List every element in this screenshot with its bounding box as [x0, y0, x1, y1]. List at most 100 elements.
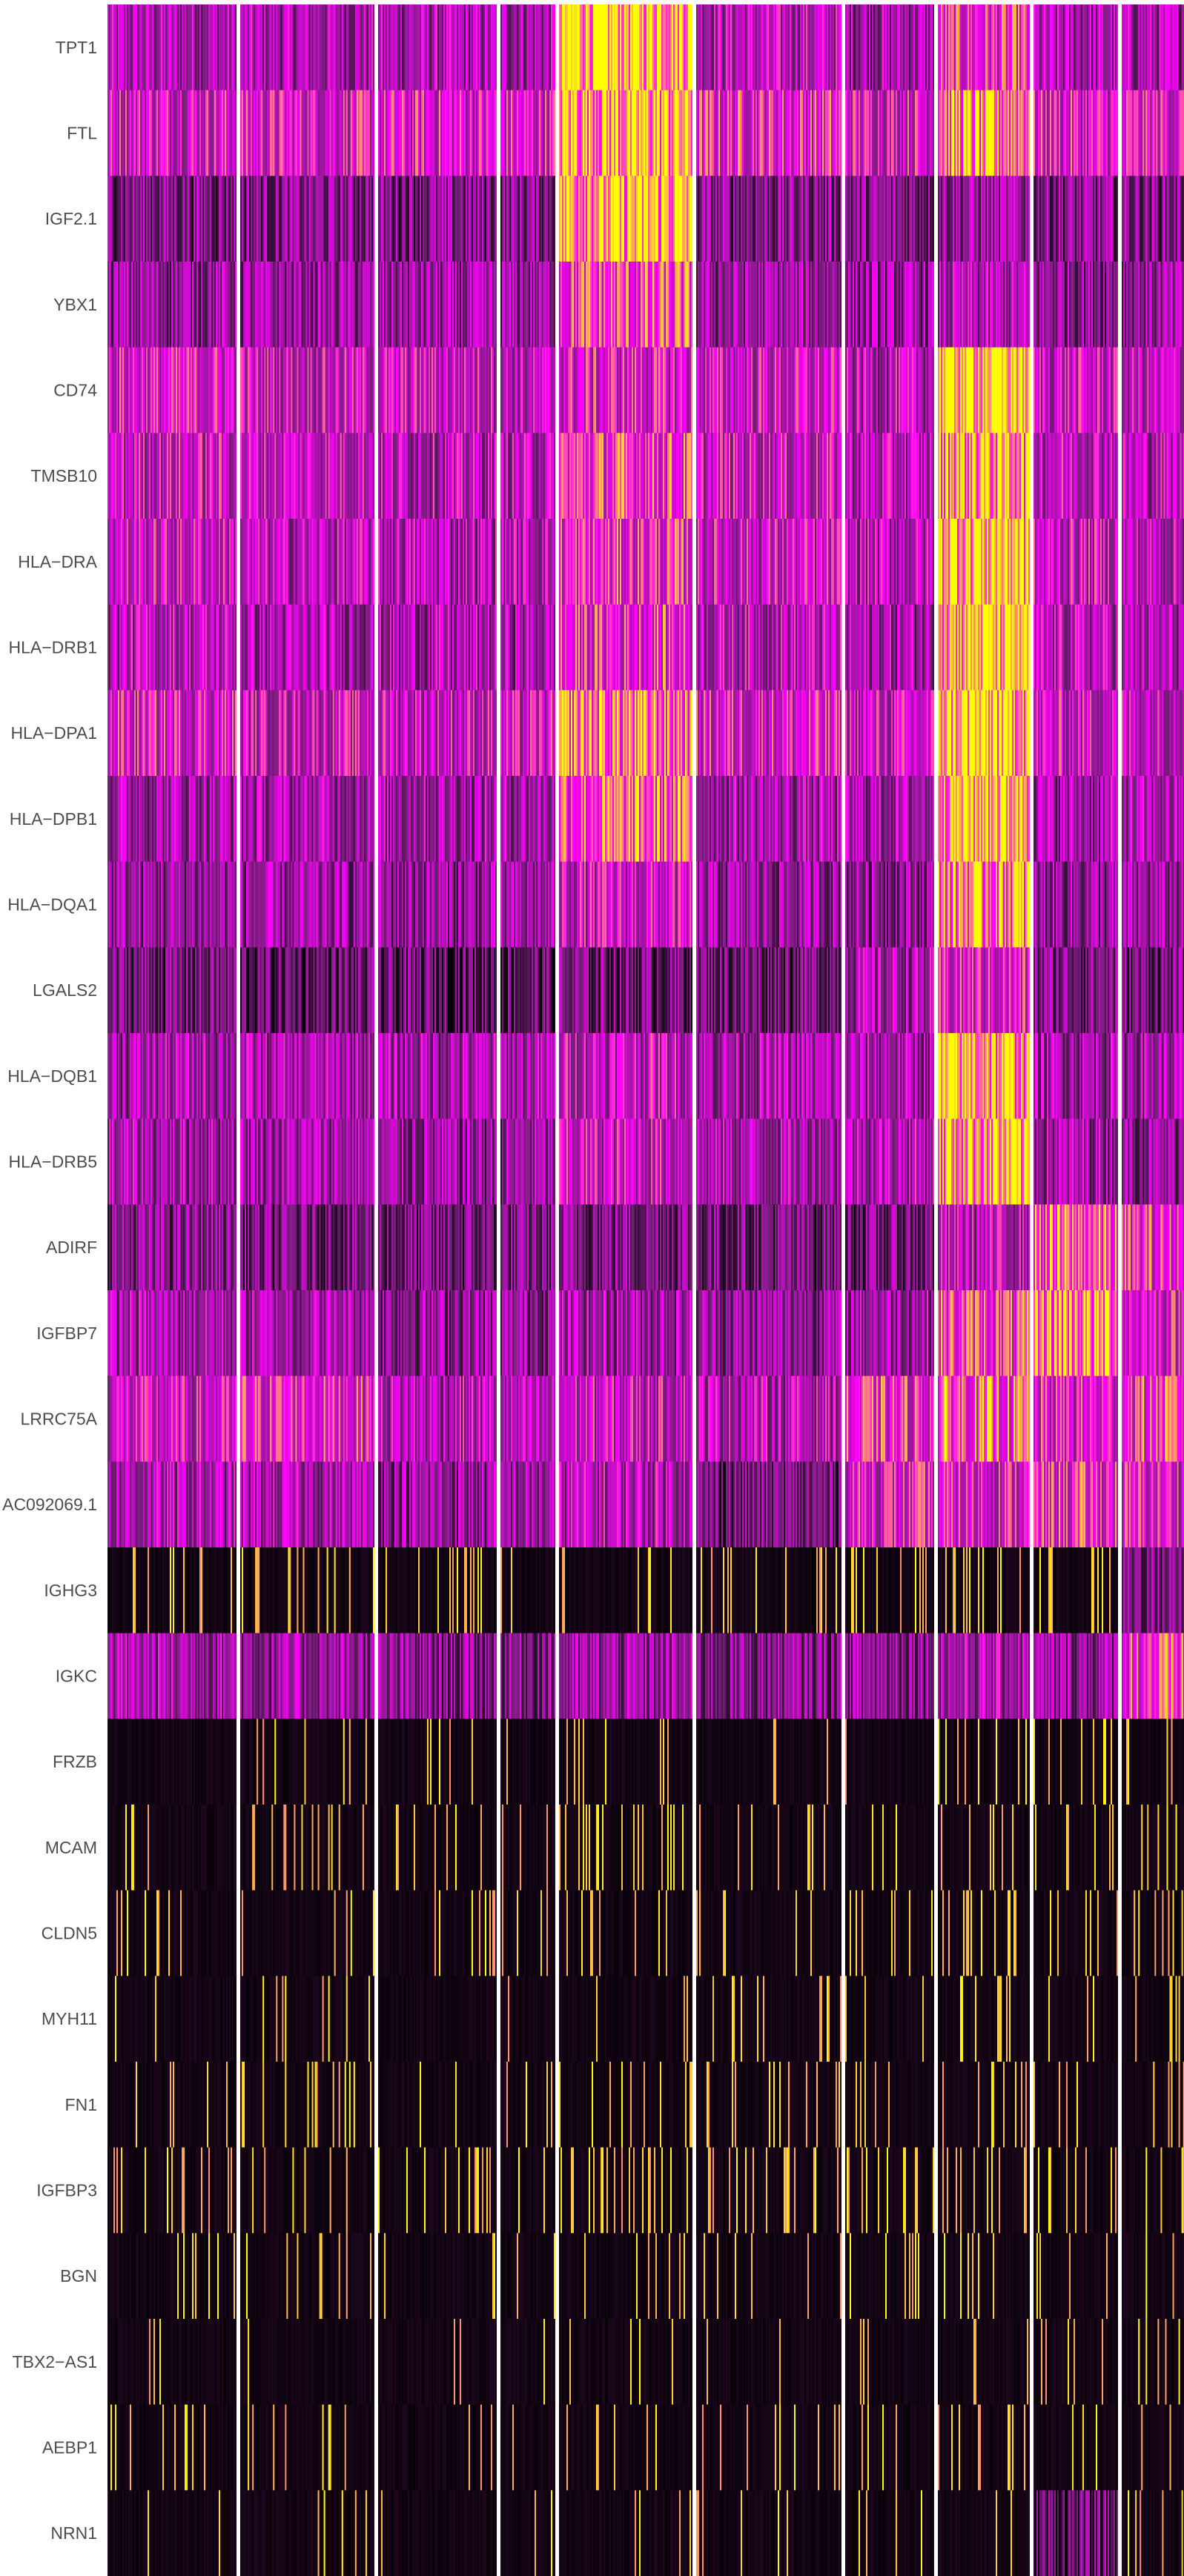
heatmap-cell [112, 176, 114, 262]
heatmap-cell [423, 90, 425, 176]
heatmap-cell [153, 90, 156, 176]
heatmap-cell [609, 347, 612, 434]
heatmap-cell [999, 176, 1001, 262]
heatmap-cell [505, 176, 507, 262]
heatmap-cell [735, 4, 737, 91]
heatmap-cell [121, 4, 123, 91]
heatmap-cell [574, 347, 576, 434]
heatmap-cell [403, 433, 406, 519]
heatmap-cell [991, 176, 993, 262]
heatmap-cell [750, 4, 752, 91]
heatmap-cell [837, 176, 839, 262]
heatmap-cell [984, 4, 986, 91]
heatmap-cell [1028, 4, 1031, 91]
heatmap-cell [881, 347, 883, 434]
heatmap-cell [249, 176, 251, 262]
heatmap-cell [688, 4, 690, 91]
heatmap-cell [882, 4, 884, 91]
heatmap-cell [436, 347, 438, 434]
heatmap-cell [1174, 347, 1176, 434]
heatmap-cell [894, 176, 896, 262]
heatmap-cell [283, 90, 285, 176]
heatmap-cell [1142, 90, 1145, 176]
heatmap-cell [231, 4, 233, 91]
heatmap-cell [963, 90, 965, 176]
heatmap-cell [678, 90, 680, 176]
heatmap-cell [853, 176, 855, 262]
heatmap-cell [1008, 176, 1010, 262]
heatmap-cell [526, 90, 528, 176]
heatmap-cell [458, 433, 460, 519]
heatmap-cell [828, 262, 830, 348]
heatmap-cell [584, 4, 586, 91]
heatmap-cell [323, 433, 326, 519]
heatmap-cell [1059, 262, 1061, 348]
heatmap-cell [568, 176, 570, 262]
heatmap-cell [280, 4, 282, 91]
heatmap-cell [927, 4, 929, 91]
heatmap-cell [517, 433, 519, 519]
heatmap-cell [993, 176, 995, 262]
heatmap-cell [121, 176, 123, 262]
heatmap-cell [1028, 347, 1031, 434]
heatmap-row [108, 519, 1184, 605]
heatmap-cell [523, 176, 525, 262]
heatmap-cell [343, 433, 345, 519]
heatmap-cell [787, 347, 789, 434]
heatmap-cell [793, 262, 795, 348]
heatmap-cell [322, 433, 325, 519]
heatmap-cell [421, 347, 423, 434]
heatmap-cell-block [696, 262, 842, 348]
heatmap-cell [1009, 4, 1011, 91]
heatmap-cell [383, 176, 385, 262]
heatmap-cell [755, 4, 758, 91]
heatmap-cell [623, 347, 625, 434]
heatmap-cell [189, 262, 191, 348]
heatmap-cell [1138, 347, 1140, 434]
heatmap-cell [148, 4, 150, 91]
heatmap-cell [219, 90, 221, 176]
heatmap-cell [1068, 176, 1070, 262]
heatmap-cell [876, 90, 879, 176]
heatmap-cell [127, 90, 129, 176]
heatmap-cell [907, 176, 910, 262]
heatmap-cell [606, 176, 609, 262]
heatmap-cell [502, 433, 504, 519]
heatmap-cell [912, 176, 914, 262]
heatmap-cell [482, 4, 484, 91]
heatmap-cell [161, 4, 163, 91]
heatmap-cell [621, 347, 624, 434]
heatmap-cell [308, 262, 311, 348]
heatmap-cell [480, 433, 483, 519]
heatmap-cell [228, 90, 230, 176]
heatmap-cell [568, 90, 570, 176]
heatmap-cell [933, 176, 935, 262]
heatmap-cell [508, 262, 510, 348]
heatmap-cell [156, 176, 159, 262]
heatmap-cell [994, 176, 996, 262]
heatmap-cell [439, 347, 441, 434]
heatmap-cell [1084, 176, 1086, 262]
heatmap-cell [863, 176, 865, 262]
heatmap-cell [113, 433, 116, 519]
heatmap-cell [429, 262, 431, 348]
heatmap-cell [896, 4, 898, 91]
heatmap-cell [997, 4, 999, 91]
heatmap-cell [1005, 90, 1007, 176]
heatmap-cell [801, 176, 804, 262]
heatmap-cell [962, 90, 964, 176]
heatmap-cell [675, 262, 677, 348]
heatmap-cell [304, 4, 306, 91]
heatmap-cell [282, 4, 284, 91]
heatmap-cell [985, 262, 988, 348]
heatmap-cell [963, 347, 965, 434]
heatmap-cell [928, 347, 930, 434]
heatmap-cell [925, 176, 927, 262]
heatmap-cell [149, 433, 151, 519]
heatmap-cell [158, 433, 160, 519]
heatmap-cell [830, 176, 832, 262]
heatmap-cell [779, 176, 781, 262]
heatmap-cell [948, 347, 950, 434]
heatmap-cell [271, 347, 274, 434]
heatmap-cell [978, 347, 980, 434]
